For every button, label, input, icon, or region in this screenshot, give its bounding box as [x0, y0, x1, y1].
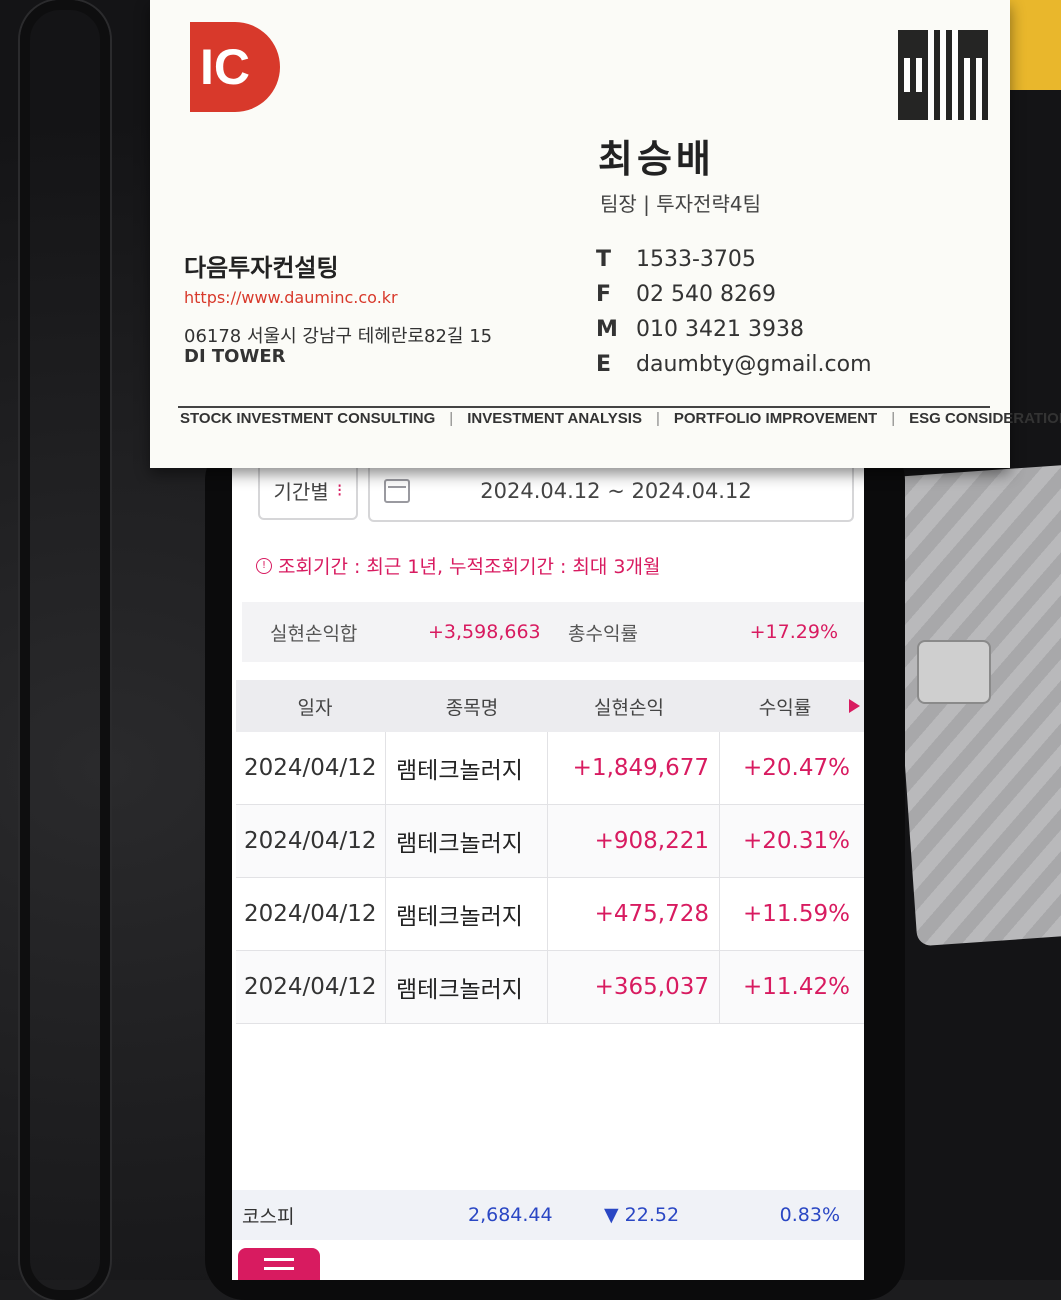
- calendar-icon[interactable]: [384, 479, 410, 503]
- contact-value: 1533-3705: [636, 247, 756, 272]
- table-row[interactable]: 2024/04/12 램테크놀러지 +908,221 +20.31%: [236, 805, 864, 878]
- contact-email: E daumbty@gmail.com: [596, 347, 872, 382]
- col-rate-label: 수익률: [758, 696, 812, 719]
- row-rate: +11.59%: [743, 901, 850, 927]
- contact-fax: F 02 540 8269: [596, 277, 872, 312]
- notice-text: 조회기간 : 최근 1년, 누적조회기간 : 최대 3개월: [278, 556, 661, 578]
- row-date: 2024/04/12: [236, 805, 386, 877]
- contact-list: T 1533-3705 F 02 540 8269 M 010 3421 393…: [596, 242, 872, 382]
- row-date: 2024/04/12: [236, 951, 386, 1023]
- company-building: DI TOWER: [184, 346, 286, 367]
- card-chip: [917, 640, 991, 704]
- row-profit: +365,037: [548, 951, 720, 1023]
- contact-key: F: [596, 282, 612, 307]
- row-stock-name: 램테크놀러지: [386, 951, 548, 1023]
- row-profit: +1,849,677: [548, 732, 720, 804]
- contact-key: E: [596, 352, 612, 377]
- contact-value: 02 540 8269: [636, 282, 776, 307]
- period-label: 기간별: [273, 479, 329, 504]
- scroll-right-arrow-icon[interactable]: [849, 699, 860, 713]
- business-card: IC 최승배 팀장 | 투자전략4팀 다음투자컨설팅 https://www.d…: [150, 0, 1061, 468]
- more-dots-icon: ⁝: [336, 479, 343, 501]
- divider: |: [449, 410, 454, 427]
- contact-key: T: [596, 247, 612, 272]
- divider: [178, 406, 990, 408]
- col-date-header[interactable]: 일자: [297, 696, 333, 719]
- divider: |: [655, 410, 660, 427]
- col-rate-header[interactable]: 수익률: [720, 693, 864, 720]
- service-item: INVESTMENT ANALYSIS: [467, 410, 642, 427]
- col-name-header[interactable]: 종목명: [445, 696, 499, 719]
- divider: |: [891, 410, 896, 427]
- row-rate: +11.42%: [743, 974, 850, 1000]
- contact-phone: T 1533-3705: [596, 242, 872, 277]
- service-item: ESG CONSIDERATION INVESTMENT STRATEGY: [909, 410, 1061, 427]
- service-item: STOCK INVESTMENT CONSULTING: [180, 410, 436, 427]
- row-date: 2024/04/12: [236, 878, 386, 950]
- contact-value: 010 3421 3938: [636, 317, 804, 342]
- notice: ! 조회기간 : 최근 1년, 누적조회기간 : 최대 3개월: [256, 552, 660, 579]
- person-name: 최승배: [598, 137, 715, 181]
- row-stock-name: 램테크놀러지: [386, 805, 548, 877]
- qr-code-icon: [898, 30, 988, 120]
- company-logo: IC: [190, 22, 280, 112]
- row-rate: +20.31%: [743, 828, 850, 854]
- contact-key: M: [596, 317, 618, 342]
- services-list: STOCK INVESTMENT CONSULTING | INVESTMENT…: [180, 410, 1061, 427]
- date-range-field[interactable]: 2024.04.12 ~ 2024.04.12: [368, 460, 854, 522]
- menu-button[interactable]: [238, 1248, 320, 1280]
- table-row[interactable]: 2024/04/12 램테크놀러지 +365,037 +11.42%: [236, 951, 864, 1024]
- index-percent: 0.83%: [779, 1204, 840, 1226]
- company-address: 06178 서울시 강남구 테헤란로82길 15: [184, 326, 493, 347]
- date-range-text: 2024.04.12 ~ 2024.04.12: [480, 479, 752, 503]
- phone-screen: 기간별 ⁝ 2024.04.12 ~ 2024.04.12 ! 조회기간 : 최…: [232, 452, 864, 1280]
- row-profit: +908,221: [548, 805, 720, 877]
- return-value: +17.29%: [749, 621, 838, 643]
- company-website: https://www.dauminc.co.kr: [184, 288, 398, 307]
- info-icon: !: [256, 557, 272, 574]
- row-date: 2024/04/12: [236, 732, 386, 804]
- contact-mobile: M 010 3421 3938: [596, 312, 872, 347]
- realized-label: 실현손익합: [270, 622, 358, 645]
- realized-value: +3,598,663: [428, 621, 541, 643]
- person-title: 팀장 | 투자전략4팀: [600, 192, 761, 216]
- table-row[interactable]: 2024/04/12 램테크놀러지 +1,849,677 +20.47%: [236, 732, 864, 805]
- index-name: 코스피: [242, 1205, 295, 1228]
- company-name: 다음투자컨설팅: [184, 254, 339, 282]
- yellow-card: [1001, 0, 1061, 90]
- cable: [20, 0, 110, 1300]
- row-rate: +20.47%: [743, 755, 850, 781]
- service-item: PORTFOLIO IMPROVEMENT: [673, 410, 878, 427]
- hamburger-icon: [264, 1266, 294, 1270]
- market-index-bar[interactable]: 코스피 2,684.44 ▼ 22.52 0.83%: [232, 1190, 864, 1240]
- summary-bar: 실현손익합 +3,598,663 총수익률 +17.29%: [242, 602, 864, 662]
- filter-row: 기간별 ⁝ 2024.04.12 ~ 2024.04.12: [258, 460, 854, 522]
- index-change: ▼ 22.52: [604, 1204, 680, 1226]
- row-profit: +475,728: [548, 878, 720, 950]
- index-value: 2,684.44: [468, 1204, 553, 1226]
- col-profit-header[interactable]: 실현손익: [594, 696, 664, 719]
- return-label: 총수익률: [568, 622, 638, 645]
- row-stock-name: 램테크놀러지: [386, 878, 548, 950]
- row-stock-name: 램테크놀러지: [386, 732, 548, 804]
- period-select-button[interactable]: 기간별 ⁝: [258, 460, 358, 520]
- table-header: 일자 종목명 실현손익 수익률: [236, 680, 864, 732]
- table-row[interactable]: 2024/04/12 램테크놀러지 +475,728 +11.59%: [236, 878, 864, 951]
- contact-value: daumbty@gmail.com: [636, 352, 872, 377]
- profit-table: 일자 종목명 실현손익 수익률 2024/04/12 램테크놀러지 +1,849…: [236, 680, 864, 1024]
